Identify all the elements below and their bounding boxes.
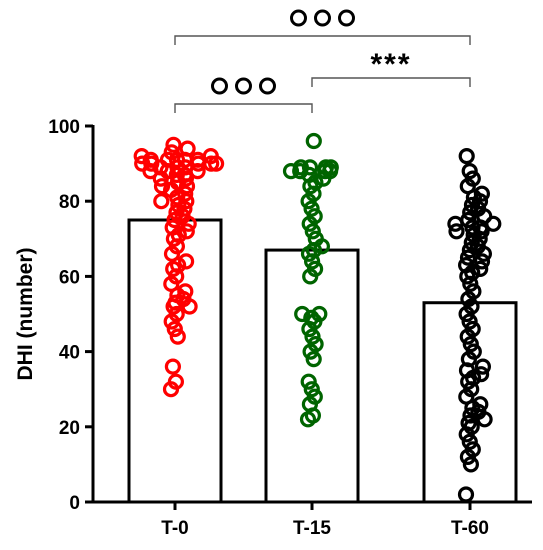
data-point [153, 178, 171, 195]
data-point [311, 305, 328, 323]
y-tick-label: 0 [69, 493, 80, 514]
data-point [170, 196, 187, 214]
significance-bracket [174, 103, 313, 113]
axes-layer: 0 20 40 60 80 100 T-0 T-15 T-60 [48, 117, 532, 539]
y-tick-label: 100 [48, 117, 80, 138]
data-point [473, 185, 490, 202]
data-point [462, 336, 479, 353]
y-tick-label: 20 [59, 418, 80, 439]
significance-bracket [311, 77, 471, 87]
significance-label: *** [370, 48, 411, 81]
points-layer [133, 132, 502, 503]
data-point [305, 351, 322, 368]
data-point [460, 414, 477, 432]
data-point [461, 313, 478, 330]
data-point [164, 219, 181, 236]
data-point [458, 257, 475, 274]
data-point [307, 260, 324, 277]
data-point [303, 381, 320, 398]
data-point [462, 407, 479, 424]
data-point [165, 136, 182, 153]
data-point [167, 294, 184, 311]
data-point [307, 336, 324, 353]
x-tick-label: T-15 [293, 518, 331, 539]
data-point [153, 193, 170, 210]
data-point [166, 320, 183, 338]
annotations-layer: *** [174, 9, 471, 113]
data-point [462, 456, 479, 473]
data-point [202, 148, 219, 165]
data-point [460, 211, 477, 229]
data-point [465, 343, 482, 360]
data-point [177, 185, 194, 202]
significance-marker [314, 9, 331, 27]
data-point [461, 242, 478, 259]
data-point [464, 441, 481, 458]
data-point [463, 298, 480, 315]
data-point [178, 223, 195, 240]
data-point [317, 159, 334, 176]
data-point [306, 388, 323, 405]
data-point [461, 433, 478, 450]
data-point [474, 358, 491, 375]
data-point [300, 373, 317, 390]
data-point [473, 253, 491, 270]
data-point [167, 373, 184, 390]
data-point [303, 309, 320, 326]
data-point [465, 283, 482, 300]
data-point [459, 249, 477, 266]
y-tick-label: 80 [59, 192, 80, 213]
data-point [168, 204, 185, 221]
x-tick-label: T-60 [451, 518, 489, 539]
data-point [304, 328, 321, 345]
data-point [133, 148, 150, 165]
data-point [461, 163, 478, 180]
data-point [178, 193, 195, 210]
significance-bracket [174, 35, 471, 45]
data-point [303, 200, 320, 217]
significance-marker [259, 77, 276, 95]
data-point [169, 328, 186, 345]
data-point [301, 159, 319, 176]
data-point [294, 305, 311, 323]
data-point [179, 140, 196, 157]
data-point [463, 196, 481, 214]
data-point [472, 396, 489, 413]
y-tick-label: 60 [59, 267, 80, 288]
data-point [472, 260, 489, 277]
y-axis-label: DHI (number) [14, 248, 37, 381]
y-tick-label: 40 [59, 343, 80, 364]
significance-marker [290, 9, 307, 27]
significance-marker [338, 9, 355, 27]
data-point [178, 253, 195, 270]
data-point [473, 366, 490, 383]
data-point [305, 132, 322, 150]
data-point [307, 230, 324, 247]
data-point [292, 159, 309, 176]
data-point [322, 159, 339, 176]
data-point [462, 204, 479, 221]
data-point [163, 144, 180, 161]
data-point [464, 170, 481, 187]
data-point [142, 151, 159, 168]
data-point [464, 320, 481, 338]
significance-marker [235, 77, 252, 95]
data-point [458, 148, 475, 165]
data-point [448, 223, 465, 240]
data-point [177, 283, 194, 300]
data-point [306, 208, 323, 225]
data-point [166, 211, 183, 229]
significance-marker [211, 77, 228, 95]
x-tick-label: T-0 [161, 518, 188, 539]
data-point [134, 155, 151, 172]
bars-layer [127, 218, 518, 504]
data-point [304, 223, 321, 240]
data-point [164, 358, 181, 375]
data-point [463, 234, 480, 251]
